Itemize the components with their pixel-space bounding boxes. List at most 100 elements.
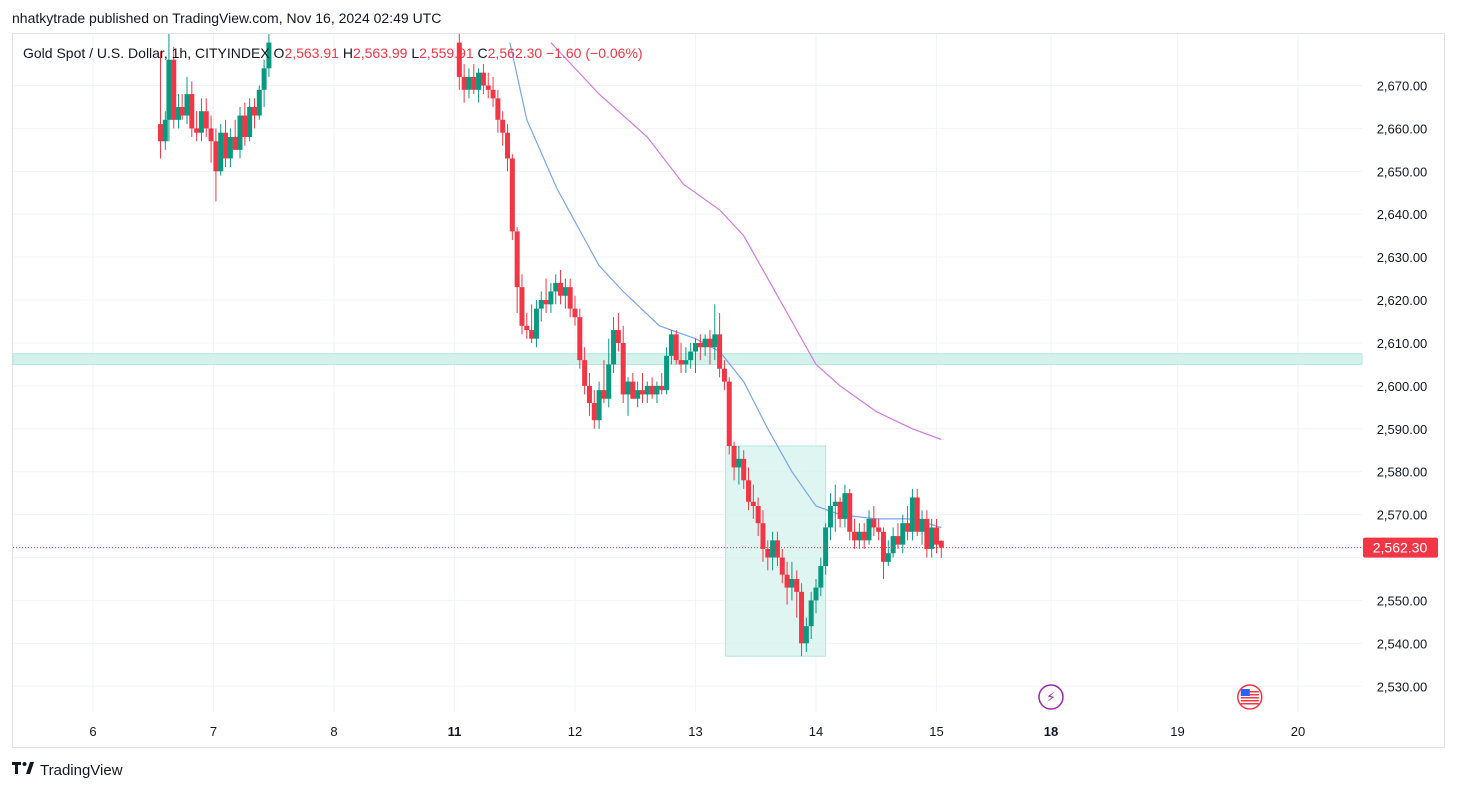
low-value: 2,559.91 [419,45,474,61]
candle-body [905,523,911,532]
symbol-legend[interactable]: Gold Spot / U.S. Dollar, 1h, CITYINDEX O… [23,45,643,61]
candle [630,373,636,399]
x-tick-label: 12 [568,724,582,739]
candle [471,64,477,95]
candle [461,64,467,103]
candle-body [644,385,650,395]
candle [876,518,882,541]
y-tick-label: 2,670.00 [1377,78,1428,93]
candle [909,488,915,541]
y-tick-label: 2,590.00 [1377,422,1428,437]
candle [765,540,771,571]
candle [495,89,501,133]
candle-body [880,531,886,562]
tradingview-logo-icon [12,761,34,779]
candle-body [678,360,684,365]
candle-body [914,497,920,532]
candle [456,34,462,90]
candle-body [760,523,766,549]
candle-body [871,518,877,528]
flag-stripe [1240,697,1259,699]
candle-body [461,76,467,90]
publisher-line: nhatkytrade published on TradingView.com… [12,10,442,26]
candle-body [256,89,262,116]
candle-body [779,557,785,575]
candle-body [456,42,462,77]
candle-body [591,403,597,421]
candle-body [611,330,617,365]
candle-body [803,626,809,644]
candle [505,124,511,172]
high-value: 2,563.99 [352,45,408,61]
candle-body [198,111,204,133]
candle [852,518,858,549]
candle-body [755,506,761,524]
candle [529,304,535,343]
candle-body [856,531,862,541]
candle-body [237,115,243,150]
candle-body [509,158,515,232]
candle-body [784,574,790,588]
candle [842,484,848,528]
x-tick-label: 14 [809,724,823,739]
candle [591,390,597,429]
candle-body [558,282,564,296]
candle [251,98,257,129]
candle [247,98,253,142]
candle [171,46,177,129]
candle-body [538,300,544,309]
candle [770,531,776,571]
candle-body [794,578,800,592]
candle [649,377,655,399]
candle [934,518,939,554]
x-tick-label: 7 [210,724,217,739]
candle [905,506,911,541]
candle-body [929,527,935,549]
candle-body [746,480,752,502]
candle-body [774,540,780,558]
candle [242,102,248,146]
dividend-event-icon: ⚡ [1038,684,1064,710]
y-tick-label: 2,550.00 [1377,593,1428,608]
candle [929,518,935,558]
candle-body [673,334,679,361]
flag-stripe [1240,700,1259,702]
candle-body [717,334,723,369]
candle-body [505,132,511,159]
candle [721,360,727,391]
candle [808,591,814,640]
x-tick-label: 8 [330,724,337,739]
candle-body [721,368,727,382]
candle [813,578,819,614]
candle-body [847,493,853,532]
x-tick-label: 6 [89,724,96,739]
candle-body [876,527,882,532]
candle-body [466,76,472,90]
candle-body [213,141,219,172]
tradingview-brand: TradingView [40,761,123,779]
candle-body [630,381,636,399]
candle [232,119,238,150]
tradingview-footer[interactable]: TradingView [12,761,123,779]
candle [620,325,626,404]
flag-canton [1240,689,1250,696]
candle-body [707,338,713,348]
candle [861,523,867,549]
candle-body [668,334,674,356]
candle [639,373,645,404]
y-axis: 2,530.00 2,540.00 2,550.00 2,570.00 2,580.00… [1377,78,1428,694]
candle-body [683,360,689,365]
candle [707,330,713,365]
candle-body [596,390,602,421]
candle [500,111,506,146]
candle [885,540,891,567]
high-key: H [342,45,353,61]
candle-body [712,334,718,348]
candle [519,274,525,335]
candle [741,450,747,489]
candle-body [548,291,554,305]
y-tick-label: 2,600.00 [1377,379,1428,394]
candle-body [162,119,168,142]
candle [794,570,800,618]
